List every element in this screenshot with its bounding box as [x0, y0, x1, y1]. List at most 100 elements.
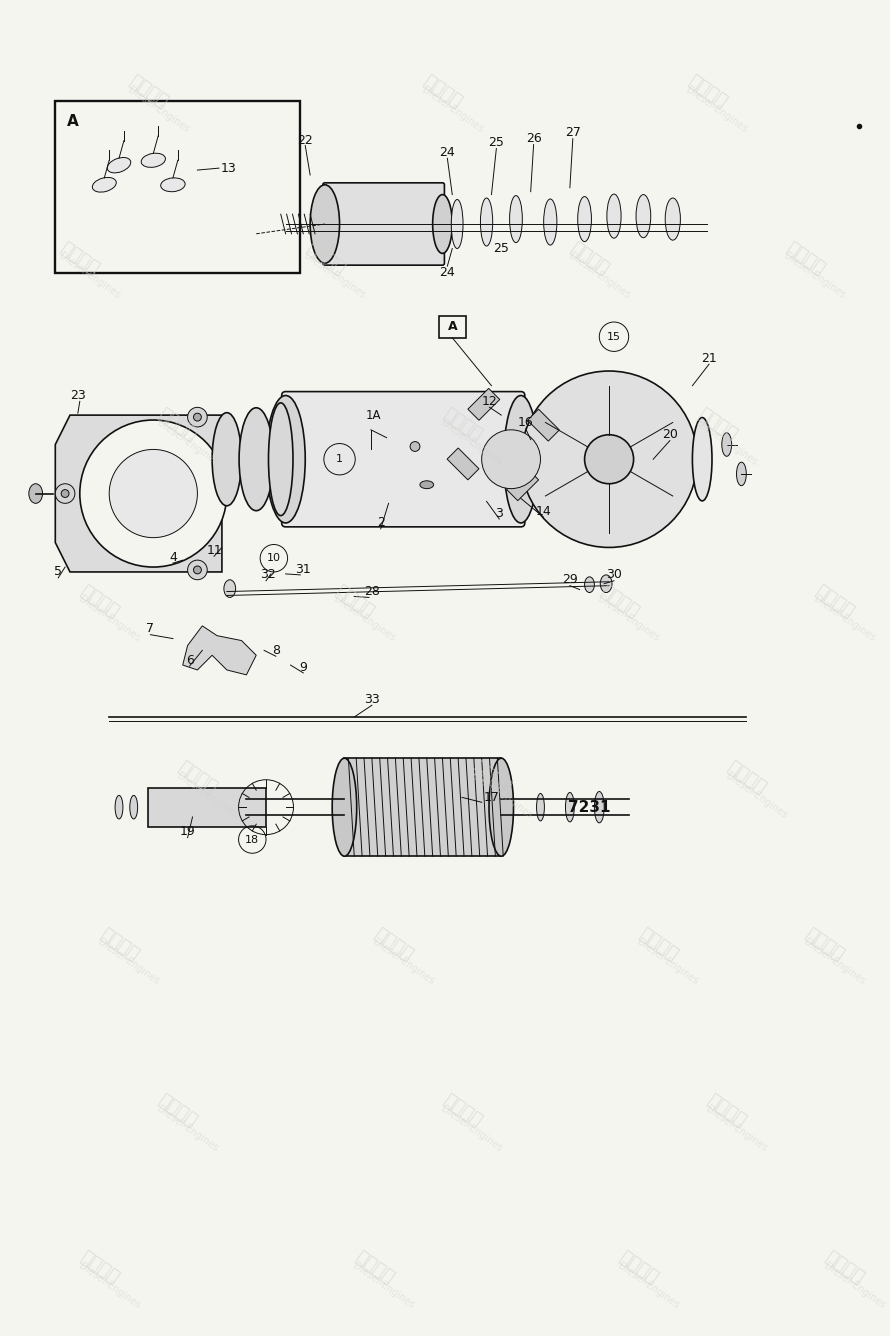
- Polygon shape: [55, 415, 222, 572]
- Text: 5: 5: [54, 565, 62, 578]
- Text: 2: 2: [376, 517, 384, 529]
- Text: Diesel-Engines: Diesel-Engines: [332, 595, 397, 644]
- Text: 13: 13: [221, 162, 237, 175]
- Ellipse shape: [510, 195, 522, 243]
- Text: 紫发动力: 紫发动力: [567, 239, 612, 278]
- Text: 11: 11: [206, 544, 222, 557]
- Bar: [506, 469, 538, 501]
- Text: 25: 25: [489, 136, 505, 150]
- Text: A: A: [448, 321, 457, 334]
- Text: A: A: [67, 114, 79, 128]
- Circle shape: [521, 371, 697, 548]
- Text: 紫发动力: 紫发动力: [802, 925, 847, 965]
- Text: 31: 31: [295, 562, 312, 576]
- Text: Diesel-Engines: Diesel-Engines: [77, 1261, 142, 1311]
- Text: 17: 17: [483, 791, 499, 804]
- Ellipse shape: [161, 178, 185, 191]
- Text: Diesel-Engines: Diesel-Engines: [782, 251, 847, 301]
- Polygon shape: [182, 625, 256, 675]
- Text: Diesel-Engines: Diesel-Engines: [821, 1261, 886, 1311]
- Text: 紫发动力: 紫发动力: [821, 1248, 867, 1288]
- Text: 紫发动力: 紫发动力: [704, 1092, 749, 1130]
- Text: 紫发动力: 紫发动力: [155, 1092, 200, 1130]
- Text: 21: 21: [701, 351, 717, 365]
- Bar: [528, 409, 560, 441]
- Ellipse shape: [636, 195, 651, 238]
- Ellipse shape: [212, 413, 241, 506]
- Ellipse shape: [585, 577, 595, 593]
- Text: 1: 1: [336, 454, 343, 464]
- Text: 24: 24: [440, 146, 455, 159]
- Ellipse shape: [722, 433, 732, 457]
- Circle shape: [481, 430, 540, 489]
- Text: 16: 16: [518, 417, 534, 429]
- Text: Diesel-Engines: Diesel-Engines: [616, 1261, 681, 1311]
- Circle shape: [193, 413, 201, 421]
- Text: 紫发动力: 紫发动力: [812, 581, 857, 621]
- Text: 紫发动力: 紫发动力: [351, 1248, 397, 1288]
- Text: Diesel-Engines: Diesel-Engines: [440, 418, 505, 468]
- Text: 26: 26: [526, 132, 541, 146]
- Bar: [344, 758, 501, 856]
- Text: Diesel-Engines: Diesel-Engines: [352, 1261, 417, 1311]
- Text: Diesel-Engines: Diesel-Engines: [567, 251, 632, 301]
- Circle shape: [55, 484, 75, 504]
- Ellipse shape: [93, 178, 117, 192]
- Text: 20: 20: [662, 429, 678, 441]
- Ellipse shape: [481, 198, 493, 246]
- Ellipse shape: [544, 199, 557, 244]
- Ellipse shape: [737, 462, 747, 486]
- Text: 紫发动力: 紫发动力: [616, 1248, 661, 1288]
- FancyBboxPatch shape: [323, 183, 444, 265]
- Text: Diesel-Engines: Diesel-Engines: [704, 1104, 769, 1153]
- Text: 紫发动力: 紫发动力: [724, 758, 769, 798]
- Text: 24: 24: [440, 266, 455, 279]
- Text: 7: 7: [146, 623, 154, 636]
- Text: 紫发动力: 紫发动力: [57, 239, 102, 278]
- Text: 4: 4: [169, 550, 177, 564]
- Text: 紫发动力: 紫发动力: [782, 239, 828, 278]
- Text: 33: 33: [364, 693, 380, 705]
- Ellipse shape: [595, 791, 604, 823]
- Text: 紫发动力: 紫发动力: [440, 1092, 485, 1130]
- Text: Diesel-Engines: Diesel-Engines: [802, 937, 867, 987]
- Circle shape: [585, 434, 634, 484]
- Ellipse shape: [108, 158, 131, 172]
- Ellipse shape: [537, 794, 545, 820]
- Text: 紫发动力: 紫发动力: [684, 72, 730, 111]
- Text: Diesel-Engines: Diesel-Engines: [469, 771, 534, 820]
- Text: 15: 15: [607, 331, 621, 342]
- Text: Diesel-Engines: Diesel-Engines: [155, 1104, 220, 1153]
- Ellipse shape: [665, 198, 680, 240]
- Ellipse shape: [451, 199, 463, 248]
- Ellipse shape: [420, 481, 433, 489]
- Text: Diesel-Engines: Diesel-Engines: [635, 937, 700, 987]
- Text: 32: 32: [260, 568, 276, 581]
- Text: 28: 28: [364, 585, 380, 599]
- Text: Diesel-Engines: Diesel-Engines: [96, 937, 161, 987]
- Circle shape: [193, 566, 201, 574]
- Text: Diesel-Engines: Diesel-Engines: [440, 1104, 505, 1153]
- Text: 29: 29: [562, 573, 578, 587]
- Text: 紫发动力: 紫发动力: [155, 405, 200, 445]
- Ellipse shape: [269, 403, 293, 516]
- Text: 紫发动力: 紫发动力: [440, 405, 485, 445]
- Bar: [447, 448, 479, 480]
- Ellipse shape: [504, 395, 538, 522]
- Ellipse shape: [130, 795, 138, 819]
- Text: 9: 9: [299, 660, 307, 673]
- Text: Diesel-Engines: Diesel-Engines: [694, 418, 759, 468]
- Circle shape: [188, 407, 207, 428]
- Text: 紫发动力: 紫发动力: [174, 758, 220, 798]
- Text: 紫发动力: 紫发动力: [125, 72, 171, 111]
- Text: 紫发动力: 紫发动力: [302, 239, 348, 278]
- Text: 14: 14: [536, 505, 551, 517]
- Ellipse shape: [692, 418, 712, 501]
- Ellipse shape: [565, 792, 574, 822]
- Text: 10: 10: [267, 553, 281, 564]
- Text: 30: 30: [606, 568, 622, 581]
- Ellipse shape: [224, 580, 236, 597]
- Text: Diesel-Engines: Diesel-Engines: [812, 595, 877, 644]
- Bar: [468, 389, 500, 421]
- Text: Diesel-Engines: Diesel-Engines: [596, 595, 661, 644]
